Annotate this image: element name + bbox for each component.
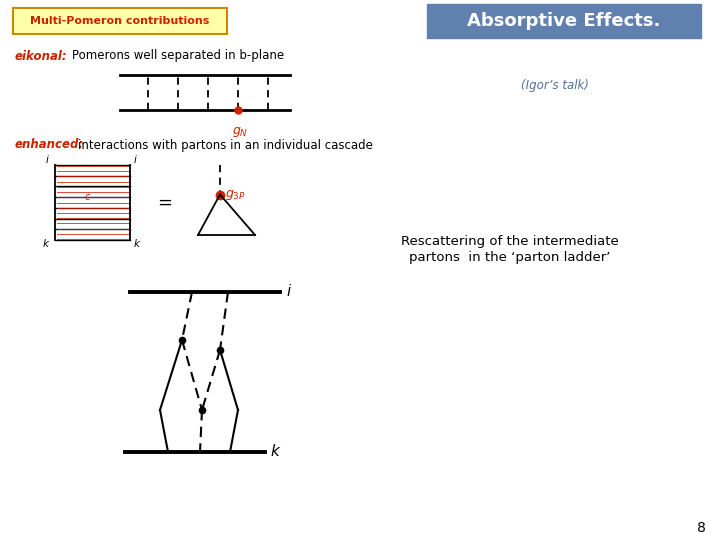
Text: =: = — [158, 193, 173, 212]
Text: i: i — [46, 155, 49, 165]
Text: 8: 8 — [697, 521, 706, 535]
Text: Rescattering of the intermediate: Rescattering of the intermediate — [401, 235, 619, 248]
Text: (Igor’s talk): (Igor’s talk) — [521, 78, 589, 91]
Text: interactions with partons in an individual cascade: interactions with partons in an individu… — [78, 138, 373, 152]
Text: i: i — [286, 285, 290, 300]
Text: Absorptive Effects.: Absorptive Effects. — [467, 12, 661, 30]
Text: $g_N$: $g_N$ — [232, 125, 248, 139]
Text: eikonal:: eikonal: — [15, 50, 68, 63]
FancyBboxPatch shape — [13, 8, 227, 34]
Text: k: k — [43, 239, 49, 249]
Text: k: k — [134, 239, 140, 249]
Text: Pomerons well separated in b-plane: Pomerons well separated in b-plane — [72, 50, 284, 63]
Text: i: i — [134, 155, 137, 165]
Text: c: c — [85, 192, 90, 202]
Text: $g_{3P}$: $g_{3P}$ — [225, 187, 246, 201]
Text: enhanced:: enhanced: — [15, 138, 84, 152]
FancyBboxPatch shape — [427, 4, 701, 38]
Text: Multi-Pomeron contributions: Multi-Pomeron contributions — [30, 16, 210, 26]
Text: k: k — [270, 444, 279, 460]
Text: partons  in the ‘parton ladder’: partons in the ‘parton ladder’ — [409, 252, 611, 265]
